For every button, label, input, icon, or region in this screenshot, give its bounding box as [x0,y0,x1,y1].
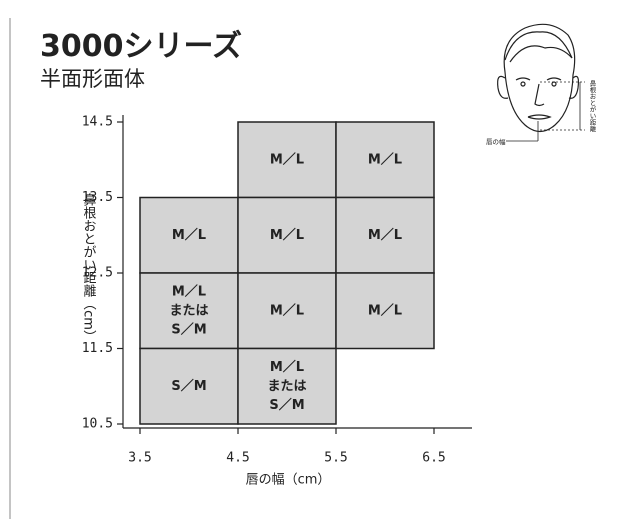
x-tick-label: 3.5 [128,451,151,466]
cell-label: M／L [270,359,304,375]
y-tick-label: 11.5 [82,341,113,356]
cell-label: M／L [172,283,206,299]
chart-title: 3000シリーズ [40,29,242,64]
y-tick-label: 14.5 [82,115,113,130]
cell-label: S／M [171,378,206,394]
cell-label: M／L [368,227,402,243]
y-tick-label: 13.5 [82,190,113,205]
size-cell [335,272,435,350]
cell-label: M／L [172,227,206,243]
size-cell [237,121,337,199]
chart-subtitle: 半面形面体 [40,67,145,91]
x-tick-label: 5.5 [324,451,347,466]
illustration-horizontal-label: 唇の幅 [486,137,506,146]
y-tick-label: 10.5 [82,417,113,432]
cell-label: M／L [270,302,304,318]
y-axis-label: 鼻根おとがい距離（cm） [81,193,97,343]
face-illustration [497,23,580,133]
cell-label: M／L [368,151,402,167]
size-cell [335,121,435,199]
cell-label: または [169,303,208,318]
cell-label: S／M [171,321,206,337]
x-tick-label: 6.5 [422,451,445,466]
cell-label: または [267,379,306,394]
x-tick-label: 4.5 [226,451,249,466]
cell-label: M／L [368,302,402,318]
size-cell [139,272,239,350]
cell-label: M／L [270,227,304,243]
y-tick-label: 12.5 [82,266,113,281]
size-cell [335,196,435,274]
size-cell [139,347,239,425]
size-cell [237,347,337,425]
size-cell [139,196,239,274]
cell-label: M／L [270,151,304,167]
cell-label: S／M [269,397,304,413]
measure-lines [506,81,585,142]
illustration-vertical-label: 鼻根おとがい距離 [588,79,596,134]
x-axis-label: 唇の幅（cm） [246,473,331,488]
